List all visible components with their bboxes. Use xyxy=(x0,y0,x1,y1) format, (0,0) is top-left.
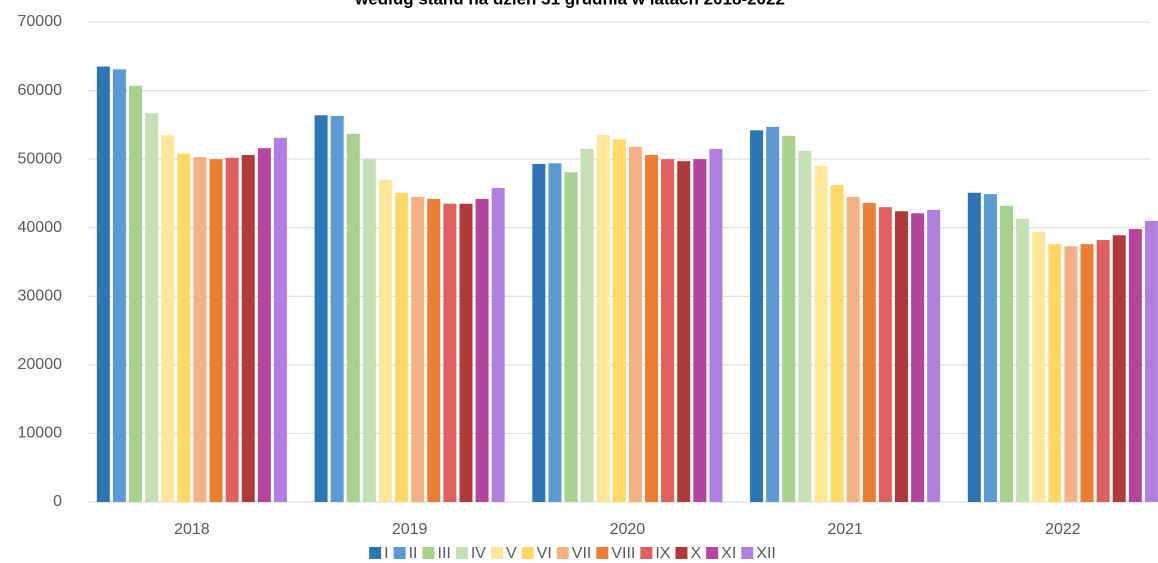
legend-swatch xyxy=(521,547,534,559)
bar xyxy=(596,135,610,502)
legend-label: IV xyxy=(471,545,486,562)
legend-label: I xyxy=(384,545,388,562)
bar xyxy=(427,198,441,502)
bar xyxy=(532,163,546,502)
bar xyxy=(564,172,578,502)
y-tick-label: 0 xyxy=(53,493,62,510)
bar xyxy=(677,161,691,502)
bar xyxy=(491,187,505,502)
bar xyxy=(1000,205,1014,502)
bar xyxy=(693,159,707,502)
legend-label: II xyxy=(409,545,418,562)
bar xyxy=(967,192,981,502)
legend-swatch xyxy=(640,547,653,559)
bar xyxy=(395,192,409,502)
bar xyxy=(177,153,191,502)
bar xyxy=(411,196,425,502)
bar xyxy=(548,163,562,502)
bar xyxy=(750,130,764,503)
bar xyxy=(798,150,812,502)
bar xyxy=(878,207,892,502)
legend-swatch xyxy=(741,547,754,559)
bar xyxy=(1096,240,1110,503)
bar xyxy=(709,148,723,502)
y-tick-label: 20000 xyxy=(18,356,63,373)
bar xyxy=(193,157,207,503)
bar xyxy=(129,85,143,503)
bar xyxy=(378,179,392,502)
x-tick-label: 2021 xyxy=(827,521,863,538)
bar xyxy=(580,148,594,502)
x-tick-label: 2019 xyxy=(392,521,428,538)
bar xyxy=(459,203,473,502)
legend-swatch xyxy=(393,547,406,559)
bar xyxy=(225,157,239,502)
bar xyxy=(161,135,175,502)
bar xyxy=(1128,229,1142,503)
legend-label: VIII xyxy=(611,545,635,562)
legend-swatch xyxy=(675,547,688,559)
bar xyxy=(628,146,642,503)
legend-label: XII xyxy=(756,545,776,562)
legend-label: VII xyxy=(572,545,592,562)
bar xyxy=(830,185,844,502)
y-tick-label: 50000 xyxy=(18,150,63,167)
bar xyxy=(314,115,328,502)
legend-swatch xyxy=(596,547,609,559)
legend-swatch xyxy=(706,547,719,559)
y-tick-label: 70000 xyxy=(18,13,63,30)
bar xyxy=(273,137,287,502)
bar xyxy=(1032,231,1046,503)
bar xyxy=(782,135,796,503)
bar xyxy=(766,126,780,503)
bar xyxy=(1112,235,1126,502)
bar xyxy=(862,203,876,502)
bar xyxy=(846,196,860,502)
bar xyxy=(209,159,223,502)
y-tick-label: 10000 xyxy=(18,425,63,442)
bar xyxy=(1080,244,1094,502)
legend-swatch xyxy=(422,547,435,559)
bar xyxy=(1144,220,1158,502)
bar xyxy=(894,211,908,502)
bar xyxy=(911,213,925,503)
y-tick-label: 30000 xyxy=(18,288,63,305)
bar xyxy=(257,148,271,502)
x-tick-label: 2022 xyxy=(1045,521,1081,538)
bar xyxy=(241,155,255,502)
bar xyxy=(983,194,997,502)
legend-label: X xyxy=(690,545,701,562)
bar xyxy=(612,139,626,502)
legend-label: XI xyxy=(721,545,736,562)
legend-swatch xyxy=(556,547,569,559)
legend-swatch xyxy=(490,547,503,559)
x-tick-label: 2018 xyxy=(174,521,210,538)
legend-swatch xyxy=(455,547,468,559)
chart-title: według stanu na dzień 31 grudnia w latac… xyxy=(354,0,785,8)
bar xyxy=(1048,244,1062,502)
bar xyxy=(645,155,659,502)
bar xyxy=(1016,218,1030,503)
legend-label: V xyxy=(506,545,517,562)
legend-label: IX xyxy=(655,545,670,562)
bar xyxy=(814,166,828,502)
bar xyxy=(443,203,457,502)
legend-swatch xyxy=(369,547,382,559)
y-tick-label: 40000 xyxy=(18,219,63,236)
legend-label: III xyxy=(438,545,451,562)
bar xyxy=(346,133,360,502)
bar xyxy=(330,115,344,502)
bar xyxy=(661,159,675,502)
bar xyxy=(112,69,126,503)
bar xyxy=(362,159,376,502)
y-tick-label: 60000 xyxy=(18,82,63,99)
bar xyxy=(1064,246,1078,502)
bar xyxy=(145,113,159,502)
bar xyxy=(927,209,941,502)
x-tick-label: 2020 xyxy=(610,521,646,538)
legend-label: VI xyxy=(537,545,552,562)
bar xyxy=(96,66,110,503)
bar xyxy=(475,198,489,502)
